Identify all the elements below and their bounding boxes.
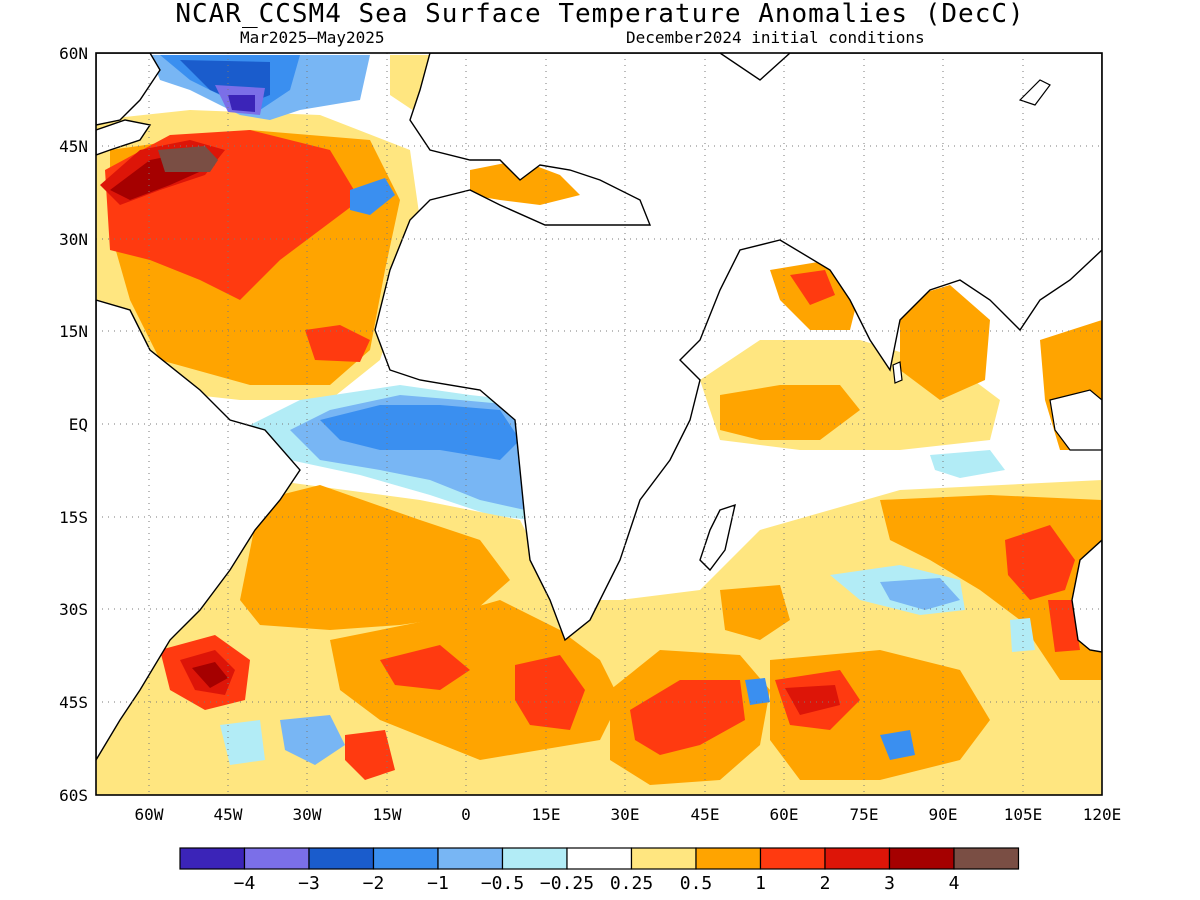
se-indian-cold-core bbox=[880, 578, 960, 610]
colorbar-swatch bbox=[501, 847, 568, 870]
colorbar-swatch bbox=[372, 847, 439, 870]
lat-tick-label: 60N bbox=[59, 44, 88, 63]
lat-lon-grid bbox=[96, 53, 1102, 795]
colorbar-swatch bbox=[437, 847, 504, 870]
lat-tick-label: 45N bbox=[59, 137, 88, 156]
south-atlantic-red-2 bbox=[515, 655, 585, 730]
lat-tick-label: 60S bbox=[59, 786, 88, 805]
latitude-axis: 60N 45N 30N 15N EQ 15S 30S 45S 60S bbox=[59, 44, 88, 805]
brazil-current-peak bbox=[192, 662, 228, 688]
colorbar-label: −2 bbox=[363, 873, 385, 894]
azores-cold-spot bbox=[350, 178, 395, 215]
colorbar-label: 2 bbox=[820, 873, 831, 894]
lat-tick-label: 15S bbox=[59, 508, 88, 527]
lat-tick-label: EQ bbox=[69, 415, 88, 434]
madagascar-land bbox=[699, 503, 736, 572]
colorbar-swatch bbox=[630, 847, 697, 870]
lat-tick-label: 30N bbox=[59, 230, 88, 249]
indian-ocean-cold bbox=[930, 450, 1005, 478]
equatorial-indian-warm bbox=[720, 385, 860, 440]
lat-tick-label: 30S bbox=[59, 600, 88, 619]
lon-tick-label: 15E bbox=[532, 805, 561, 824]
lon-tick-label: 30E bbox=[611, 805, 640, 824]
forecast-period: Mar2025—May2025 bbox=[240, 28, 385, 47]
lon-tick-label: 75E bbox=[850, 805, 879, 824]
lon-tick-label: 30W bbox=[293, 805, 322, 824]
nova-scotia-land bbox=[96, 119, 152, 156]
lon-tick-label: 45W bbox=[214, 805, 243, 824]
madagascar-warm bbox=[720, 585, 790, 640]
lon-tick-label: 60E bbox=[770, 805, 799, 824]
colorbar-swatch bbox=[243, 847, 310, 870]
colorbar: −4 −3 −2 −1 −0.5 −0.25 0.25 0.5 1 2 3 4 bbox=[179, 847, 1020, 894]
lat-tick-label: 45S bbox=[59, 693, 88, 712]
south-indian-cold-spot bbox=[745, 678, 770, 705]
sri-lanka-land bbox=[892, 361, 903, 384]
chart-title: NCAR_CCSM4 Sea Surface Temperature Anoma… bbox=[175, 0, 1025, 29]
south-atlantic-red bbox=[380, 645, 470, 690]
longitude-axis: 60W 45W 30W 15W 0 15E 30E 45E 60E 75E 90… bbox=[135, 805, 1122, 824]
colorbar-swatch bbox=[824, 847, 891, 870]
borneo-land bbox=[1049, 389, 1102, 451]
south-america-land bbox=[96, 299, 301, 762]
colorbar-label: −4 bbox=[234, 873, 256, 894]
colorbar-swatch bbox=[179, 847, 246, 870]
colorbar-swatch bbox=[888, 847, 955, 870]
south-atlantic-cold-patch-2 bbox=[220, 720, 265, 765]
bay-of-bengal-warm bbox=[900, 285, 990, 400]
colorbar-label: −0.5 bbox=[481, 873, 524, 894]
tropical-atlantic-cold-deep bbox=[320, 405, 520, 460]
colorbar-label: 0.5 bbox=[680, 873, 713, 894]
north-america-land bbox=[96, 53, 161, 126]
lon-tick-label: 60W bbox=[135, 805, 164, 824]
lon-tick-label: 15W bbox=[373, 805, 402, 824]
south-indian-red bbox=[630, 680, 745, 755]
mediterranean-warm bbox=[470, 160, 580, 205]
labrador-cold-5 bbox=[228, 95, 255, 112]
colorbar-swatch bbox=[695, 847, 762, 870]
colorbar-label: −1 bbox=[427, 873, 449, 894]
colorbar-swatch bbox=[953, 847, 1020, 870]
initial-conditions: December2024 initial conditions bbox=[626, 28, 925, 47]
lon-tick-label: 105E bbox=[1004, 805, 1043, 824]
colorbar-label: −3 bbox=[298, 873, 320, 894]
lon-tick-label: 90E bbox=[929, 805, 958, 824]
arabian-sea-red bbox=[790, 270, 835, 305]
lon-tick-label: 0 bbox=[461, 805, 471, 824]
colorbar-label: 4 bbox=[949, 873, 960, 894]
colorbar-label: 1 bbox=[755, 873, 766, 894]
europe-africa-land bbox=[374, 53, 1102, 642]
tropical-atlantic-warm-spot bbox=[305, 325, 370, 362]
map-frame bbox=[95, 52, 1103, 796]
south-atlantic-red-3 bbox=[345, 730, 395, 780]
landmasses bbox=[96, 53, 1102, 762]
colorbar-label: −0.25 bbox=[540, 873, 594, 894]
lon-tick-label: 45E bbox=[691, 805, 720, 824]
se-indian-red-2 bbox=[1048, 600, 1080, 652]
greenland-land bbox=[1018, 79, 1051, 106]
south-atlantic-cold-patch bbox=[280, 715, 345, 765]
australia-land bbox=[1071, 539, 1102, 653]
colorbar-label: 3 bbox=[884, 873, 895, 894]
colorbar-label: 0.25 bbox=[610, 873, 653, 894]
colorbar-swatch bbox=[759, 847, 826, 870]
lon-tick-label: 120E bbox=[1083, 805, 1122, 824]
south-indian-cold-spot-2 bbox=[880, 730, 915, 760]
south-indian-dark-red bbox=[785, 685, 840, 715]
lat-tick-label: 15N bbox=[59, 322, 88, 341]
gulf-stream-max bbox=[158, 146, 218, 172]
colorbar-swatch bbox=[566, 847, 633, 870]
colorbar-swatch bbox=[308, 847, 375, 870]
